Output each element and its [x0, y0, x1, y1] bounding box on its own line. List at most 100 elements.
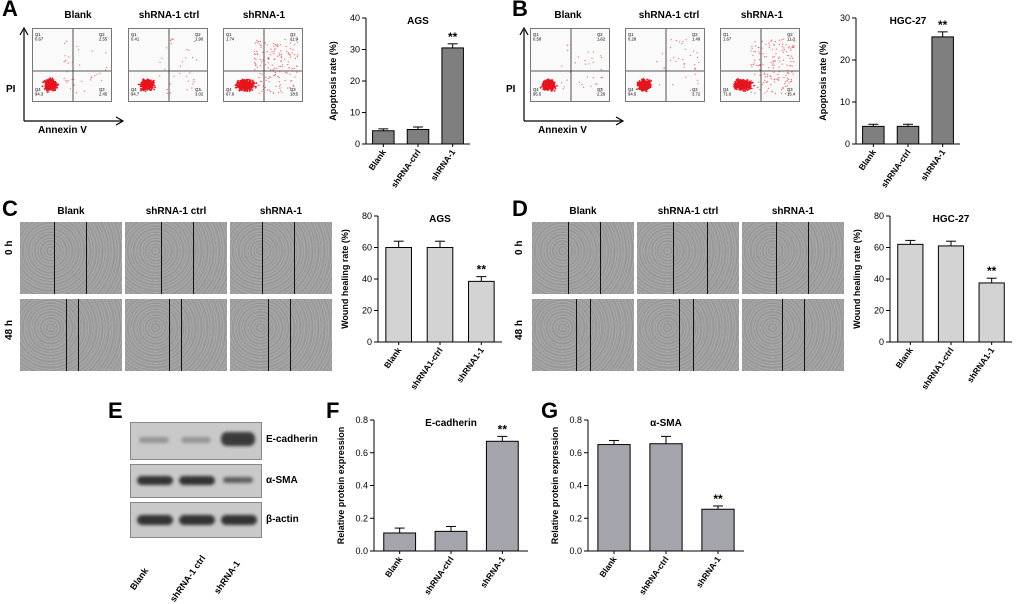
- scatter-point: [736, 82, 738, 85]
- quadrant-label-line: Q1: [723, 32, 729, 37]
- scatter-point: [260, 65, 262, 67]
- scatter-point: [65, 60, 67, 62]
- quadrant-label-line: 2.26: [597, 92, 606, 97]
- scatter-point: [696, 56, 699, 59]
- scatter-point: [259, 40, 261, 42]
- flow-a-ylabel: PI: [6, 84, 16, 95]
- scatter-point: [772, 64, 774, 66]
- scatter-point: [600, 88, 602, 90]
- quadrant-label: Q2 2.55: [99, 32, 108, 42]
- wound-d-header-shrna: shRNA-1: [771, 206, 815, 217]
- scatter-point: [42, 81, 45, 83]
- scatter-point: [286, 72, 288, 74]
- scatter-point: [46, 91, 49, 94]
- quadrant-label-line: 94.5: [628, 92, 637, 97]
- scatter-point: [78, 49, 80, 51]
- scatter-point: [752, 88, 754, 90]
- scatter-point: [45, 84, 48, 86]
- y-tick-label: 80: [362, 211, 372, 221]
- y-tick-label: 20: [874, 306, 884, 316]
- scatter-point: [679, 41, 681, 43]
- y-tick-label: 0.6: [569, 448, 582, 458]
- quadrant-label-line: Q2: [99, 32, 105, 37]
- quadrant-label-line: Q1: [226, 32, 232, 37]
- scatter-point: [150, 88, 152, 91]
- y-tick-label: 0.6: [355, 448, 368, 458]
- y-tick-label: 0.4: [355, 481, 368, 491]
- flow-plot-a-blank: Q1 0.67 Q2 2.55 Q4 94.3 Q3 2.45: [32, 28, 112, 102]
- y-tick-label: 40: [874, 274, 884, 284]
- scatter-point: [773, 43, 775, 45]
- scatter-point: [689, 89, 692, 91]
- x-tick-label: Blank: [597, 554, 619, 579]
- scatter-point: [274, 58, 276, 60]
- panel-label-c: C: [2, 196, 18, 221]
- scatter-point: [140, 83, 143, 86]
- y-tick-label: 80: [874, 211, 884, 221]
- scatter-point: [277, 55, 279, 57]
- scatter-point: [54, 81, 57, 84]
- scatter-point: [269, 89, 271, 91]
- scatter-point: [774, 60, 776, 62]
- scatter-point: [49, 82, 51, 85]
- scatter-point: [256, 39, 258, 41]
- y-tick-label: 0.4: [569, 481, 582, 491]
- scatter-point: [739, 86, 742, 89]
- wound-d-header-blank: Blank: [569, 206, 597, 217]
- scatter-point: [266, 51, 268, 53]
- quadrant-label-line: Q3: [787, 87, 793, 92]
- scatter-point: [591, 57, 593, 59]
- scatter-point: [696, 79, 698, 81]
- scatter-point: [778, 79, 780, 81]
- scatter-point: [789, 64, 792, 67]
- quadrant-label-line: Q1: [131, 32, 137, 37]
- scatter-point: [740, 85, 743, 88]
- scatter-point: [766, 76, 768, 78]
- quadrant-label: Q4 94.3: [35, 87, 44, 97]
- scatter-point: [751, 47, 753, 49]
- scatter-point: [99, 72, 101, 74]
- panel-label-g: G: [541, 398, 559, 423]
- quadrant-label-line: Q4: [723, 87, 729, 92]
- scatter-point: [590, 85, 592, 87]
- scatter-point: [256, 52, 258, 54]
- scatter-point: [638, 83, 641, 86]
- scatter-point: [191, 70, 193, 72]
- scatter-point: [144, 85, 146, 88]
- quadrant-label: Q3 2.26: [597, 87, 606, 97]
- scatter-point: [762, 53, 764, 55]
- scatter-point: [254, 57, 256, 59]
- blot-row-asma: [130, 464, 262, 498]
- flow-a-xlabel: Annexin V: [38, 125, 87, 136]
- scatter-point: [772, 62, 774, 64]
- y-tick-label: 20: [350, 76, 360, 86]
- scatter-point: [293, 86, 295, 88]
- scatter-point: [745, 84, 748, 87]
- scatter-point: [258, 84, 260, 86]
- scatter-point: [243, 81, 246, 84]
- scatter-point: [767, 74, 769, 76]
- scatter-point: [794, 40, 796, 42]
- scatter-point: [47, 84, 50, 87]
- scatter-point: [277, 46, 279, 48]
- scatter-point: [761, 83, 763, 85]
- scatter-point: [169, 83, 171, 85]
- quadrant-label-line: 2.55: [99, 37, 108, 42]
- quadrant-label-line: 15.4: [787, 92, 796, 97]
- quadrant-label: Q3 3.02: [195, 87, 204, 97]
- chart-g-asma: α-SMA 0.0 0.2 0.4 0.6 0.8 Relative protein exp…: [550, 415, 744, 597]
- scatter-point: [553, 86, 556, 89]
- scatter-point: [47, 80, 50, 83]
- scatter-point: [694, 68, 696, 70]
- scatter-point: [294, 57, 296, 59]
- scatter-point: [548, 81, 551, 84]
- scatter-point: [548, 86, 550, 89]
- scatter-point: [785, 51, 787, 53]
- scatter-point: [297, 54, 299, 56]
- scatter-point: [273, 75, 275, 77]
- scatter-point: [792, 61, 794, 63]
- scatter-point: [192, 83, 194, 85]
- bar: [931, 36, 954, 145]
- quadrant-label-line: 94.3: [35, 92, 44, 97]
- scatter-point: [267, 56, 269, 58]
